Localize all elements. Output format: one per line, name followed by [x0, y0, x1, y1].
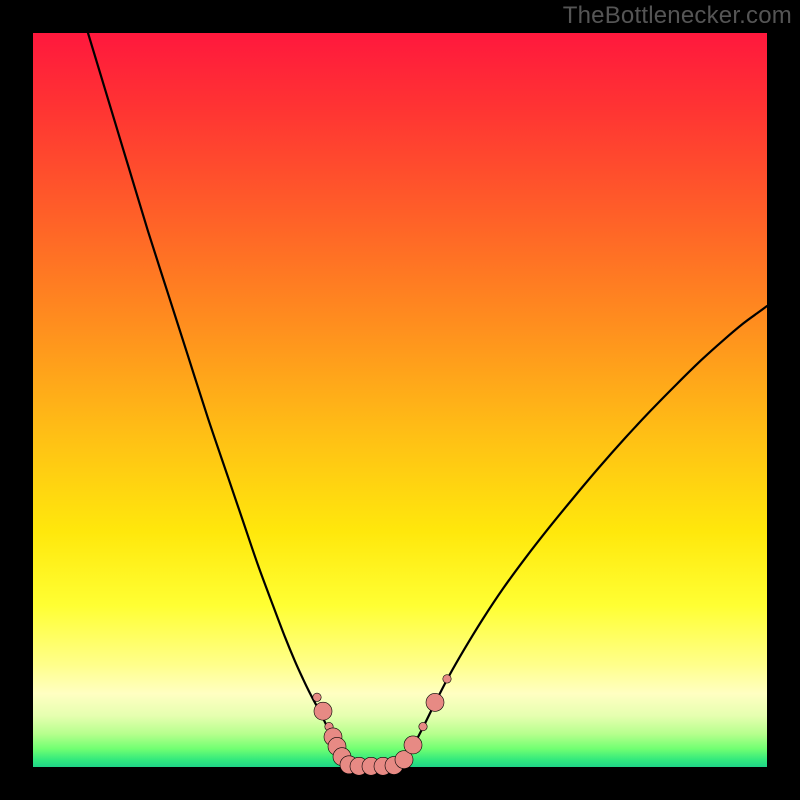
- data-marker: [314, 702, 332, 720]
- data-marker: [419, 722, 427, 730]
- data-marker: [426, 693, 444, 711]
- data-marker: [443, 675, 451, 683]
- chart-frame: TheBottlenecker.com: [0, 0, 800, 800]
- data-marker: [404, 736, 422, 754]
- data-marker: [313, 693, 321, 701]
- marker-layer: [313, 675, 451, 776]
- curve-left: [88, 33, 348, 767]
- curve-right: [398, 306, 767, 767]
- plot-svg: [33, 33, 767, 767]
- watermark-text: TheBottlenecker.com: [563, 2, 792, 30]
